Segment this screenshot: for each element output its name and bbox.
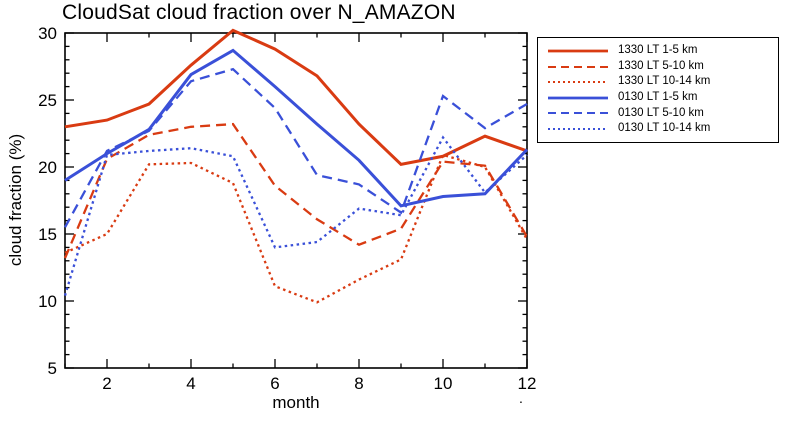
y-tick-label: 15 bbox=[38, 225, 57, 244]
legend: 1330 LT 1-5 km 1330 LT 5-10 km 1330 LT 10-… bbox=[537, 37, 779, 143]
x-tick-label: 8 bbox=[354, 374, 363, 393]
legend-item-label: 0130 LT 1-5 km bbox=[618, 91, 698, 104]
legend-item: 1330 LT 5-10 km bbox=[547, 59, 774, 73]
x-axis-label: month bbox=[272, 393, 320, 412]
legend-item-label: 1330 LT 5-10 km bbox=[618, 59, 704, 72]
legend-item: 0130 LT 1-5 km bbox=[547, 92, 774, 104]
y-tick-label: 20 bbox=[38, 158, 57, 177]
y-tick-label: 5 bbox=[48, 359, 57, 378]
legend-item: 0130 LT 5-10 km bbox=[547, 106, 774, 120]
axes-box bbox=[64, 32, 528, 369]
x-tick-label: 12 bbox=[518, 374, 537, 393]
x-tick-label: 10 bbox=[434, 374, 453, 393]
legend-line-sample bbox=[548, 128, 608, 131]
y-tick-label: 30 bbox=[38, 24, 57, 43]
legend-line-sample bbox=[548, 65, 608, 68]
legend-item-label: 1330 LT 10-14 km bbox=[618, 75, 711, 88]
y-tick-label: 10 bbox=[38, 292, 57, 311]
series-line-0 bbox=[64, 28, 528, 166]
x-tick-label: 6 bbox=[270, 374, 279, 393]
series-line-4 bbox=[63, 67, 528, 228]
y-tick-label: 25 bbox=[38, 91, 57, 110]
legend-item: 1330 LT 1-5 km bbox=[547, 45, 774, 57]
y-axis-label: cloud fraction (%) bbox=[6, 133, 25, 267]
series-line-1 bbox=[63, 122, 528, 259]
series-line-5 bbox=[63, 135, 528, 296]
legend-line-sample bbox=[548, 81, 608, 84]
legend-item-label: 0130 LT 5-10 km bbox=[618, 106, 704, 119]
legend-item-label: 1330 LT 1-5 km bbox=[618, 44, 698, 57]
legend-line-sample bbox=[548, 49, 608, 53]
legend-line-sample bbox=[548, 96, 608, 100]
legend-item: 1330 LT 10-14 km bbox=[547, 76, 774, 88]
x-tick-label: 4 bbox=[186, 374, 195, 393]
chart-title: CloudSat cloud fraction over N_AMAZON bbox=[62, 1, 456, 24]
legend-item: 0130 LT 10-14 km bbox=[547, 123, 774, 135]
legend-item-label: 0130 LT 10-14 km bbox=[618, 122, 711, 135]
legend-line-sample bbox=[548, 112, 608, 115]
stray-dot: . bbox=[519, 390, 523, 406]
series-line-3 bbox=[64, 48, 529, 208]
series-line-2 bbox=[64, 153, 528, 304]
x-tick-label: 2 bbox=[102, 374, 111, 393]
